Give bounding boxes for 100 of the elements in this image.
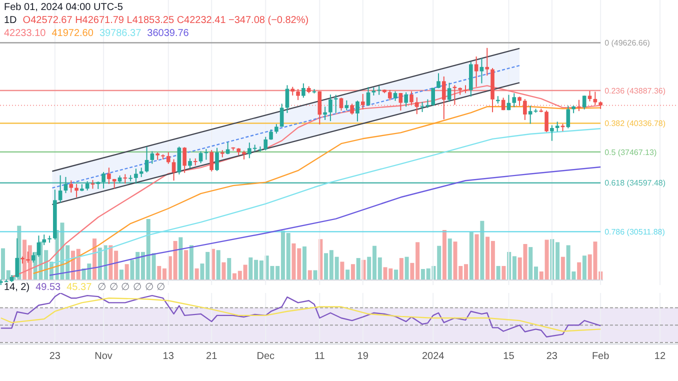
candlestick [344,100,349,111]
candlestick [182,146,186,174]
candlestick [215,147,219,172]
candlestick [334,94,338,114]
text: 42233.10 [4,28,46,39]
x-tick-label: 15 [503,351,515,362]
candlestick [102,172,106,190]
candlestick [512,92,516,108]
candlestick [134,168,138,184]
annotation: ∅ ∅ ∅ ∅ ∅ ∅ [98,282,166,293]
chart-title: 14, 2) [4,282,30,293]
candlestick [360,93,365,110]
candlestick [128,174,132,182]
candlestick [85,180,90,191]
candlestick [420,101,424,113]
bar [216,250,220,280]
bar [404,256,409,280]
bar [302,246,306,280]
bar [313,270,318,280]
x-tick-label: 19 [357,351,369,362]
bar [577,262,582,280]
series-label: 45.37 [66,282,92,293]
ref-line-label: 0.5 (37467.13) [604,148,657,157]
candlestick [414,96,419,115]
candlestick [144,146,149,173]
candlestick [474,56,478,88]
bar [496,266,500,280]
candlestick [36,235,41,258]
candlestick [555,121,560,132]
x-tick-label: Feb [592,351,610,362]
candlestick [366,86,370,106]
candlestick [480,58,484,84]
bar [98,248,102,280]
candlestick [588,90,592,102]
candlestick [64,176,68,194]
candlestick [577,99,581,112]
candlestick [172,158,176,182]
ref-line-label: 0.382 (40336.78) [604,119,666,128]
candlestick [410,90,414,106]
bar [399,258,404,280]
annotation: O42572.67 H42671.79 L41853.25 C42232.41 −347.08 (−0.82%) [22,15,309,26]
candlestick [226,142,230,155]
candlestick [501,97,506,111]
candlestick [523,98,527,120]
candlestick [447,82,452,102]
bar [184,250,188,280]
candlestick [274,124,278,134]
candlestick [593,91,598,106]
candlestick [42,234,46,246]
candlestick [350,103,354,116]
ref-line-label: 0.618 (34597.48) [604,178,666,188]
candlestick [506,94,511,111]
candlestick [15,238,20,278]
bar [119,270,124,280]
candlestick [188,158,192,169]
candlestick [31,252,36,264]
bar [480,220,484,280]
chart-subtitle: Feb 01, 2024 04:00 UTC-5 [4,1,124,14]
bar [442,230,446,280]
candlestick [328,94,332,122]
x-tick-label: 13 [162,351,174,362]
bar [448,238,452,280]
candlestick [139,167,144,178]
candlestick [404,92,408,108]
candlestick [550,124,554,142]
x-tick-label: 11 [314,351,326,362]
candlestick [442,76,446,120]
candlestick [210,150,214,172]
candlestick [69,180,74,194]
candlestick [107,167,111,184]
bar [582,256,586,280]
candlestick [431,87,435,106]
x-tick-label: Dec [256,351,275,362]
candlestick [198,150,203,164]
x-tick-label: Nov [94,351,112,362]
bar [350,264,355,280]
candlestick [302,82,306,98]
candlestick [150,150,154,164]
ref-line-label: 0.786 (30511.88) [604,228,666,237]
bar [194,268,199,280]
bar [92,238,97,280]
candlestick [285,84,290,114]
bar [469,232,474,280]
bar [173,240,178,280]
x-tick-label: 23 [546,351,558,362]
bar [227,258,232,280]
candlestick [393,90,398,102]
x-tick-label: 2024 [422,351,445,362]
text: 36039.76 [147,28,189,39]
bar [340,262,344,280]
bar [502,266,506,280]
ref-line-label: 0.236 (43887.36) [604,86,666,96]
candlestick [528,105,532,124]
bar [356,258,360,280]
candlestick [398,92,403,112]
candlestick [264,136,268,151]
candlestick [544,110,548,133]
candlestick [339,97,344,112]
ref-line-label: 0 (49626.66) [604,38,650,48]
bar [178,237,183,280]
